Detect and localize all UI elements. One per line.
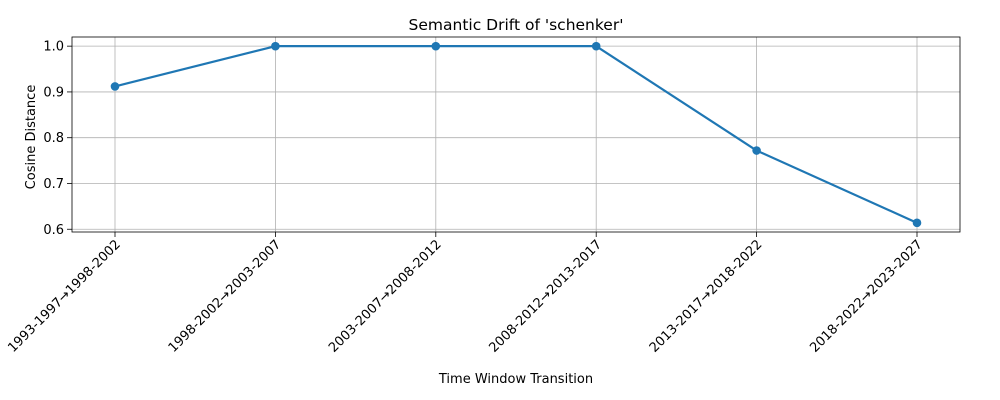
y-tick-label: 0.7	[43, 177, 64, 192]
x-tick-label: 2003-2007→2008-2012	[326, 237, 445, 356]
y-axis-label: Cosine Distance	[24, 85, 39, 190]
y-tick-label: 1.0	[43, 40, 64, 55]
series	[110, 41, 922, 228]
ticks: 1993-1997→1998-2002 1998-2002→2003-2007 20…	[5, 40, 926, 356]
series-line	[113, 45, 919, 224]
data-point	[271, 41, 280, 51]
data-point	[591, 41, 601, 51]
y-tick-label: 0.9	[43, 85, 64, 100]
axes	[71, 36, 961, 233]
x-tick-label: 2013-2017→2018-2022	[647, 237, 766, 356]
x-tick-label: 2008-2012→2013-2017	[486, 237, 605, 356]
x-tick-label: 1998-2002→2003-2007	[166, 237, 285, 356]
chart-title: Semantic Drift of 'schenker'	[409, 16, 624, 34]
y-tick-label: 0.6	[43, 223, 64, 238]
x-tick-label: 1993-1997→1998-2002	[5, 237, 124, 356]
grid	[72, 37, 960, 232]
data-point	[912, 218, 922, 228]
y-tick-label: 0.8	[43, 131, 64, 146]
data-point	[110, 82, 120, 91]
plot-frame	[71, 36, 961, 233]
data-point	[431, 41, 441, 51]
x-tick-label: 2018-2022→2023-2027	[807, 237, 926, 356]
data-point	[752, 146, 761, 155]
x-axis-label: Time Window Transition	[438, 372, 593, 387]
